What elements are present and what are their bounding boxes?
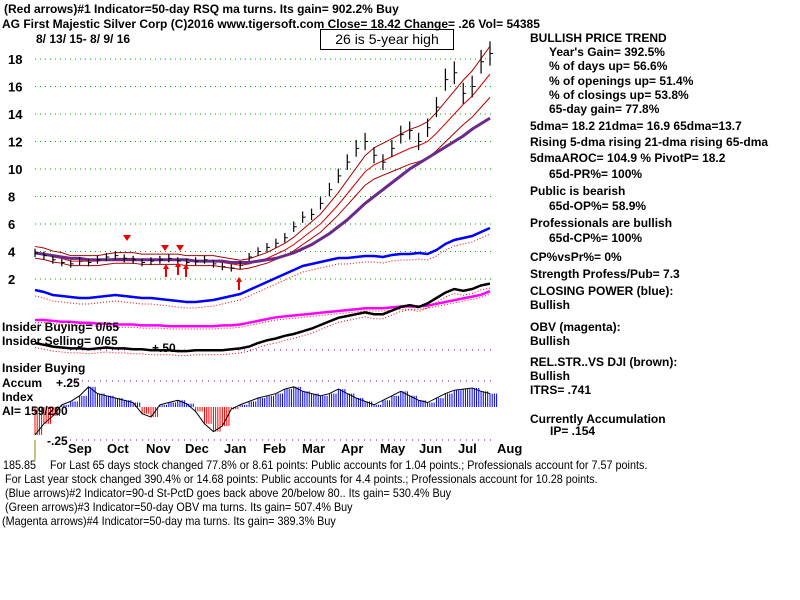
month-label: Sep <box>68 441 92 456</box>
sell-arrow <box>176 245 184 251</box>
footer-line-5: (Magenta arrows)#4 Indicator=50-day ma t… <box>2 514 336 528</box>
year-gain: Year's Gain= 392.5% <box>549 45 665 59</box>
month-label: Mar <box>302 441 325 456</box>
relstr-ma <box>34 287 491 357</box>
y-tick-label: 2 <box>8 272 15 287</box>
op-65: 65d-OP%= 58.9% <box>549 199 647 213</box>
pros-status: Professionals are bullish <box>530 216 673 230</box>
insider-buying-2: Insider Buying <box>2 361 86 375</box>
y-tick-label: 12 <box>8 135 22 150</box>
month-label: Jul <box>458 441 477 456</box>
month-label: Jun <box>419 441 442 456</box>
month-label: Apr <box>341 441 363 456</box>
pr-65: 65d-PR%= 100% <box>549 167 643 181</box>
five-year-high-badge: 26 is 5-year high <box>320 29 454 50</box>
strength: Strength Profess/Pub= 7.3 <box>530 267 680 281</box>
accum-status: Currently Accumulation <box>530 412 666 426</box>
closing-power-line <box>34 226 491 304</box>
itrs: ITRS= .741 <box>530 383 592 397</box>
public-status: Public is bearish <box>530 184 626 198</box>
axis-plus25: +.25 <box>56 376 80 390</box>
month-label: Nov <box>146 441 171 456</box>
closing-power-ma <box>34 233 491 309</box>
y-tick-label: 14 <box>8 107 23 122</box>
y-tick-label: 10 <box>8 162 22 177</box>
footer-line-2: For Last year stock changed 390.4% or 14… <box>5 472 598 486</box>
relstr-label: REL.STR..VS DJI (brown): <box>530 355 678 369</box>
dma-values: 5dma= 18.2 21dma= 16.9 65dma=13.7 <box>530 119 742 133</box>
ip-value: IP= .154 <box>550 424 596 438</box>
buy-arrow <box>163 264 169 277</box>
month-label: Aug <box>497 441 522 456</box>
sell-arrow <box>123 235 131 241</box>
relstr-state: Bullish <box>530 369 571 383</box>
lower-band <box>34 97 491 270</box>
ma21-line <box>34 73 491 266</box>
buy-arrow <box>175 262 181 275</box>
gain-65: 65-day gain= 77.8% <box>549 102 660 116</box>
accum-line <box>34 386 491 436</box>
closing-power-state: Bullish <box>530 298 571 312</box>
month-label: Oct <box>107 441 129 456</box>
accum-label: Accum <box>2 376 43 390</box>
buy-arrow <box>236 277 242 290</box>
obv-label: OBV (magenta): <box>530 320 621 334</box>
month-label: Dec <box>185 441 209 456</box>
ma65-line <box>34 116 491 264</box>
ticker-line: AG First Majestic Silver Corp (C)2016 ww… <box>2 17 540 31</box>
insider-selling: Insider Selling= 0/65 <box>2 334 118 348</box>
cp-vs-pr: CP%vsPr%= 0% <box>530 250 622 264</box>
obv-state: Bullish <box>530 334 571 348</box>
date-range: 8/ 13/ 15- 8/ 9/ 16 <box>36 32 131 46</box>
footer-line-3: (Blue arrows)#2 Indicator=90-d St-PctD g… <box>5 486 452 500</box>
footer-overlap-value: 185.85 <box>3 458 37 472</box>
upper-band <box>34 45 491 261</box>
footer-line-4: (Green arrows)#3 Indicator=50-day OBV ma… <box>5 500 353 514</box>
axis-plus50: +.50 <box>152 341 176 355</box>
cp-65: 65d-CP%= 100% <box>549 231 643 245</box>
month-label: Feb <box>263 441 286 456</box>
buy-arrow <box>183 264 189 277</box>
rising-mas: Rising 5-dma rising 21-dma rising 65-dma <box>530 135 769 149</box>
y-tick-label: 18 <box>8 52 22 67</box>
indicator-1-text: (Red arrows)#1 Indicator=50-day RSQ ma t… <box>4 2 399 16</box>
y-tick-label: 4 <box>8 245 16 260</box>
obv-ma <box>35 293 491 330</box>
aroc: 5dmaAROC= 104.9 % PivotP= 18.2 <box>530 151 726 165</box>
month-label: May <box>380 441 406 456</box>
openings-up: % of openings up= 51.4% <box>549 74 694 88</box>
sell-arrow <box>161 245 169 251</box>
trend-label: BULLISH PRICE TREND <box>530 31 667 45</box>
closings-up: % of closings up= 53.8% <box>549 88 689 102</box>
y-tick-label: 6 <box>8 217 15 232</box>
relstr-line <box>34 282 491 353</box>
y-tick-label: 8 <box>8 190 15 205</box>
insider-buying: Insider Buying= 0/65 <box>2 320 120 334</box>
axis-minus25: -.25 <box>47 434 68 448</box>
y-tick-label: 16 <box>8 80 22 95</box>
ai-value: AI= 159/200 <box>2 404 68 418</box>
days-up: % of days up= 56.6% <box>549 59 668 73</box>
footer-line-1: For Last 65 days stock changed 77.8% or … <box>50 458 648 472</box>
closing-power-label: CLOSING POWER (blue): <box>530 284 674 298</box>
month-label: Jan <box>224 441 246 456</box>
index-label: Index <box>2 390 34 404</box>
